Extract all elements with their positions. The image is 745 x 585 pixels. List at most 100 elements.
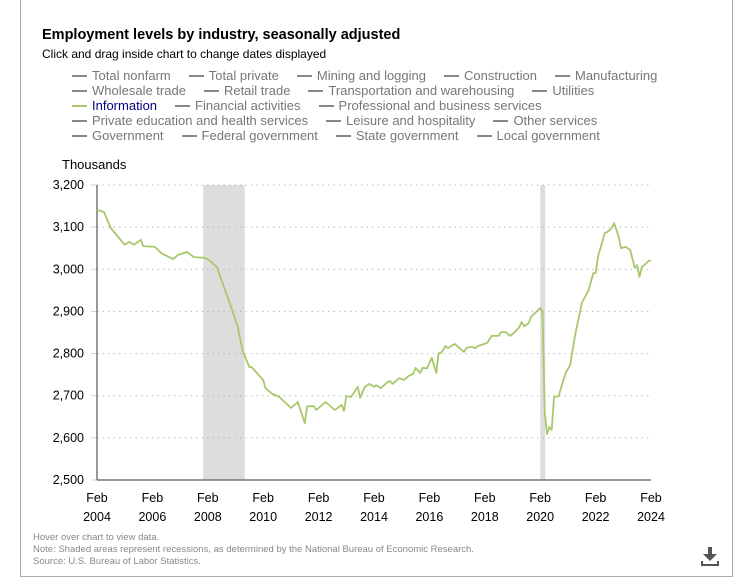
legend-line-icon <box>326 119 342 122</box>
legend-line-icon <box>72 134 87 137</box>
x-tick-label-year: 2022 <box>582 510 610 524</box>
y-tick-label: 2,700 <box>53 389 84 403</box>
x-tick-label-year: 2004 <box>83 510 111 524</box>
recession-note: Note: Shaded areas represent recessions,… <box>33 544 474 555</box>
download-button[interactable] <box>699 545 721 567</box>
x-tick-label-year: 2012 <box>305 510 333 524</box>
legend-line-icon <box>335 134 351 137</box>
y-tick-label: 2,600 <box>53 431 84 445</box>
legend-item[interactable]: Total private <box>188 68 279 83</box>
y-axis-label: Thousands <box>62 157 127 172</box>
legend-label: Total nonfarm <box>92 68 171 83</box>
legend-item[interactable]: Construction <box>444 68 537 83</box>
legend-row: Wholesale trade Retail trade Transportatio… <box>72 83 675 98</box>
legend-line-icon <box>532 89 548 92</box>
y-tick-label: 2,900 <box>53 304 84 318</box>
legend-line-icon <box>308 89 324 92</box>
chart-title: Employment levels by industry, seasonall… <box>42 27 401 43</box>
legend-item[interactable]: Leisure and hospitality <box>326 113 475 128</box>
legend-item[interactable]: Financial activities <box>175 98 301 113</box>
legend-label: Manufacturing <box>574 68 658 83</box>
x-tick-label-month: Feb <box>529 491 551 505</box>
legend-line-icon <box>175 104 191 107</box>
legend-line-icon <box>72 104 87 107</box>
legend-item[interactable]: State government <box>335 128 459 143</box>
x-tick-label-month: Feb <box>419 491 441 505</box>
recession-band <box>203 185 245 480</box>
legend-label: State government <box>355 128 459 143</box>
x-tick-label-month: Feb <box>86 491 108 505</box>
source-note: Source: U.S. Bureau of Labor Statistics. <box>33 556 201 567</box>
legend-item[interactable]: Mining and logging <box>296 68 426 83</box>
legend-line-icon <box>203 89 219 92</box>
legend-label: Professional and business services <box>338 98 542 113</box>
legend-line-icon <box>72 74 87 77</box>
legend-label: Construction <box>464 68 537 83</box>
legend-row: Private education and health services Lei… <box>72 113 675 128</box>
legend-line-icon <box>296 74 312 77</box>
download-icon <box>701 547 719 566</box>
legend-item[interactable]: Federal government <box>181 128 318 143</box>
legend-line-icon <box>318 104 334 107</box>
legend-item[interactable]: Local government <box>476 128 600 143</box>
legend-item[interactable]: Utilities <box>532 83 594 98</box>
x-tick-label-year: 2008 <box>194 510 222 524</box>
x-tick-label-month: Feb <box>308 491 330 505</box>
x-tick-label-year: 2024 <box>637 510 665 524</box>
legend-label: Financial activities <box>195 98 301 113</box>
legend-row: Total nonfarm Total private Mining and log… <box>72 68 675 83</box>
y-tick-label: 2,500 <box>53 473 84 487</box>
legend-item[interactable]: Transportation and warehousing <box>308 83 514 98</box>
x-tick-label-year: 2016 <box>415 510 443 524</box>
x-tick-label-month: Feb <box>585 491 607 505</box>
hover-note: Hover over chart to view data. <box>33 532 160 543</box>
legend-item[interactable]: Information <box>72 98 157 113</box>
legend-label: Government <box>92 128 164 143</box>
legend-line-icon <box>72 89 87 92</box>
legend-row: Government Federal government State govern… <box>72 128 675 143</box>
legend-line-icon <box>72 119 87 122</box>
x-tick-label-month: Feb <box>474 491 496 505</box>
x-tick-label-year: 2020 <box>526 510 554 524</box>
legend-label: Federal government <box>201 128 318 143</box>
legend-item[interactable]: Retail trade <box>203 83 290 98</box>
legend-line-icon <box>444 74 459 77</box>
legend-label: Private education and health services <box>92 113 309 128</box>
x-tick-label-month: Feb <box>252 491 274 505</box>
legend: Total nonfarm Total private Mining and log… <box>72 68 675 143</box>
legend-item[interactable]: Other services <box>493 113 597 128</box>
legend-item[interactable]: Manufacturing <box>554 68 658 83</box>
x-tick-label-month: Feb <box>363 491 385 505</box>
series-line-information <box>96 209 652 436</box>
y-tick-label: 3,100 <box>53 220 84 234</box>
legend-line-icon <box>476 134 492 137</box>
legend-line-icon <box>554 74 570 77</box>
legend-label: Leisure and hospitality <box>346 113 476 128</box>
x-tick-label-month: Feb <box>142 491 164 505</box>
legend-label: Total private <box>208 68 279 83</box>
chart-frame <box>20 0 733 577</box>
legend-line-icon <box>493 119 509 122</box>
x-tick-label-year: 2006 <box>138 510 166 524</box>
legend-item[interactable]: Professional and business services <box>318 98 542 113</box>
legend-label: Local government <box>496 128 600 143</box>
legend-label: Other services <box>513 113 598 128</box>
legend-label: Transportation and warehousing <box>328 83 515 98</box>
legend-item[interactable]: Wholesale trade <box>72 83 186 98</box>
legend-label: Information <box>92 98 158 113</box>
legend-label: Mining and logging <box>316 68 426 83</box>
legend-item[interactable]: Government <box>72 128 164 143</box>
x-tick-label-month: Feb <box>640 491 662 505</box>
x-tick-label-year: 2018 <box>471 510 499 524</box>
legend-label: Utilities <box>552 83 595 98</box>
legend-item[interactable]: Total nonfarm <box>72 68 171 83</box>
y-tick-label: 3,200 <box>53 178 84 192</box>
legend-row: Information Financial activities Professio… <box>72 98 675 113</box>
chart-notes: Hover over chart to view data. Note: Sha… <box>33 532 474 568</box>
y-tick-label: 2,800 <box>53 347 84 361</box>
legend-label: Wholesale trade <box>92 83 186 98</box>
legend-item[interactable]: Private education and health services <box>72 113 308 128</box>
y-tick-label: 3,000 <box>53 262 84 276</box>
x-tick-label-year: 2014 <box>360 510 388 524</box>
